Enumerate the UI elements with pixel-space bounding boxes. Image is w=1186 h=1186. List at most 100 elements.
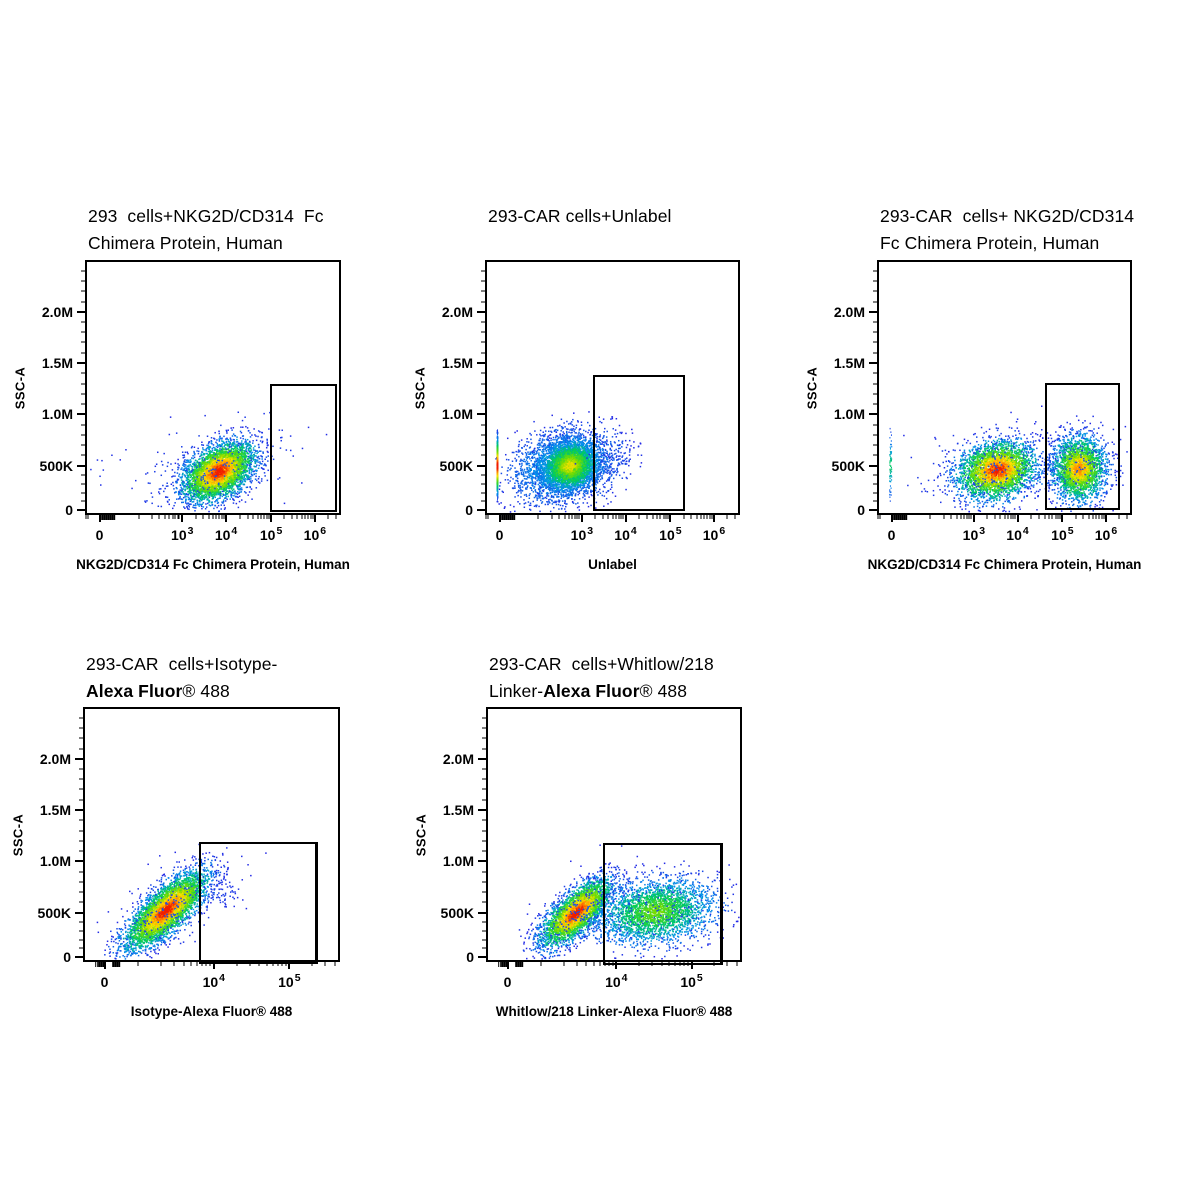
y-tick-label: 2.0M <box>441 303 473 320</box>
y-minor-tick <box>79 727 83 729</box>
y-major-tick <box>75 911 83 914</box>
x-minor-tick <box>652 515 654 519</box>
x-axis-label: NKG2D/CD314 Fc Chimera Protein, Human <box>76 557 350 572</box>
y-minor-tick <box>873 280 877 282</box>
x-minor-tick <box>215 515 217 519</box>
x-minor-tick <box>513 515 515 520</box>
y-minor-tick <box>873 444 877 446</box>
x-minor-tick <box>174 515 176 519</box>
x-minor-tick <box>700 515 702 519</box>
x-minor-tick <box>1082 515 1084 519</box>
y-minor-tick <box>482 768 486 770</box>
x-minor-tick <box>709 515 711 519</box>
x-minor-tick <box>236 962 238 966</box>
x-minor-tick <box>301 515 303 519</box>
y-minor-tick <box>873 341 877 343</box>
gate-rect <box>270 383 338 512</box>
y-minor-tick <box>481 301 485 303</box>
x-minor-tick <box>574 515 576 519</box>
y-minor-tick <box>482 930 486 932</box>
x-minor-tick <box>1048 515 1050 519</box>
x-minor-tick <box>517 962 520 967</box>
x-major-tick <box>313 515 316 522</box>
plot-title-line: Alexa Fluor® 488 <box>86 681 230 701</box>
y-major-tick <box>478 809 486 812</box>
x-minor-tick <box>507 515 509 520</box>
x-minor-tick <box>101 515 104 520</box>
x-minor-tick <box>1012 515 1014 519</box>
x-minor-tick <box>602 515 604 519</box>
x-minor-tick <box>100 962 103 967</box>
x-minor-tick <box>593 962 595 966</box>
y-major-tick <box>75 809 83 812</box>
x-minor-tick <box>205 962 207 966</box>
x-minor-tick <box>1095 515 1097 519</box>
y-minor-tick <box>79 830 83 832</box>
y-minor-tick <box>873 352 877 354</box>
y-minor-tick <box>482 788 486 790</box>
x-minor-tick <box>1098 515 1100 519</box>
y-minor-tick <box>873 492 877 494</box>
x-tick-label: 106 <box>303 525 327 543</box>
x-minor-tick <box>503 962 505 967</box>
y-minor-tick <box>482 717 486 719</box>
x-minor-tick <box>137 962 139 966</box>
x-minor-tick <box>594 515 596 519</box>
x-minor-tick <box>335 515 337 519</box>
x-minor-tick <box>113 515 115 520</box>
y-minor-tick <box>481 331 485 333</box>
plot-frame <box>877 260 1132 515</box>
gate-rect <box>593 375 686 512</box>
x-minor-tick <box>612 962 614 966</box>
x-minor-tick <box>1059 515 1061 519</box>
y-minor-tick <box>873 424 877 426</box>
x-axis-label: NKG2D/CD314 Fc Chimera Protein, Human <box>867 557 1142 572</box>
y-tick-label: 1.5M <box>442 802 474 819</box>
y-minor-tick <box>81 434 85 436</box>
y-tick-label: 1.0M <box>39 853 71 870</box>
x-minor-tick <box>209 962 211 966</box>
y-minor-tick <box>79 850 83 852</box>
plot-title: 293 cells+NKG2D/CD314 Fc Chimera Protein,… <box>88 203 324 257</box>
x-major-tick <box>270 515 273 522</box>
y-minor-tick <box>81 331 85 333</box>
x-minor-tick <box>668 962 670 966</box>
y-minor-tick <box>873 331 877 333</box>
x-major-tick <box>972 515 975 522</box>
x-minor-tick <box>283 515 285 519</box>
x-minor-tick <box>563 962 565 966</box>
x-tick-label: 0 <box>887 527 896 543</box>
x-minor-tick <box>201 962 203 966</box>
x-tick-label: 103 <box>171 525 194 543</box>
x-minor-tick <box>970 515 972 519</box>
x-tick-label: 103 <box>962 525 986 543</box>
y-tick-label: 500K <box>440 904 474 921</box>
y-major-tick <box>77 413 85 416</box>
y-minor-tick <box>79 881 83 883</box>
x-minor-tick <box>1044 515 1046 519</box>
y-minor-tick <box>79 871 83 873</box>
x-minor-tick <box>578 515 580 519</box>
y-major-tick <box>869 509 877 512</box>
x-major-tick <box>1061 515 1064 522</box>
x-minor-tick <box>564 515 566 519</box>
y-minor-tick <box>79 930 83 932</box>
x-minor-tick <box>618 515 620 519</box>
x-minor-tick <box>312 515 314 519</box>
x-minor-tick <box>202 515 204 519</box>
x-minor-tick <box>218 515 220 519</box>
y-minor-tick <box>481 500 485 502</box>
x-minor-tick <box>268 515 270 519</box>
y-tick-label: 1.5M <box>833 355 865 372</box>
y-minor-tick <box>79 947 83 949</box>
x-minor-tick <box>501 515 504 520</box>
x-tick-label: 105 <box>680 972 703 990</box>
x-minor-tick <box>994 515 996 519</box>
x-axis-label: Unlabel <box>588 557 637 572</box>
x-minor-tick <box>622 515 624 519</box>
x-tick-label: 105 <box>259 525 283 543</box>
x-minor-tick <box>683 515 685 519</box>
x-minor-tick <box>519 962 522 967</box>
y-minor-tick <box>81 352 85 354</box>
y-minor-tick <box>482 881 486 883</box>
